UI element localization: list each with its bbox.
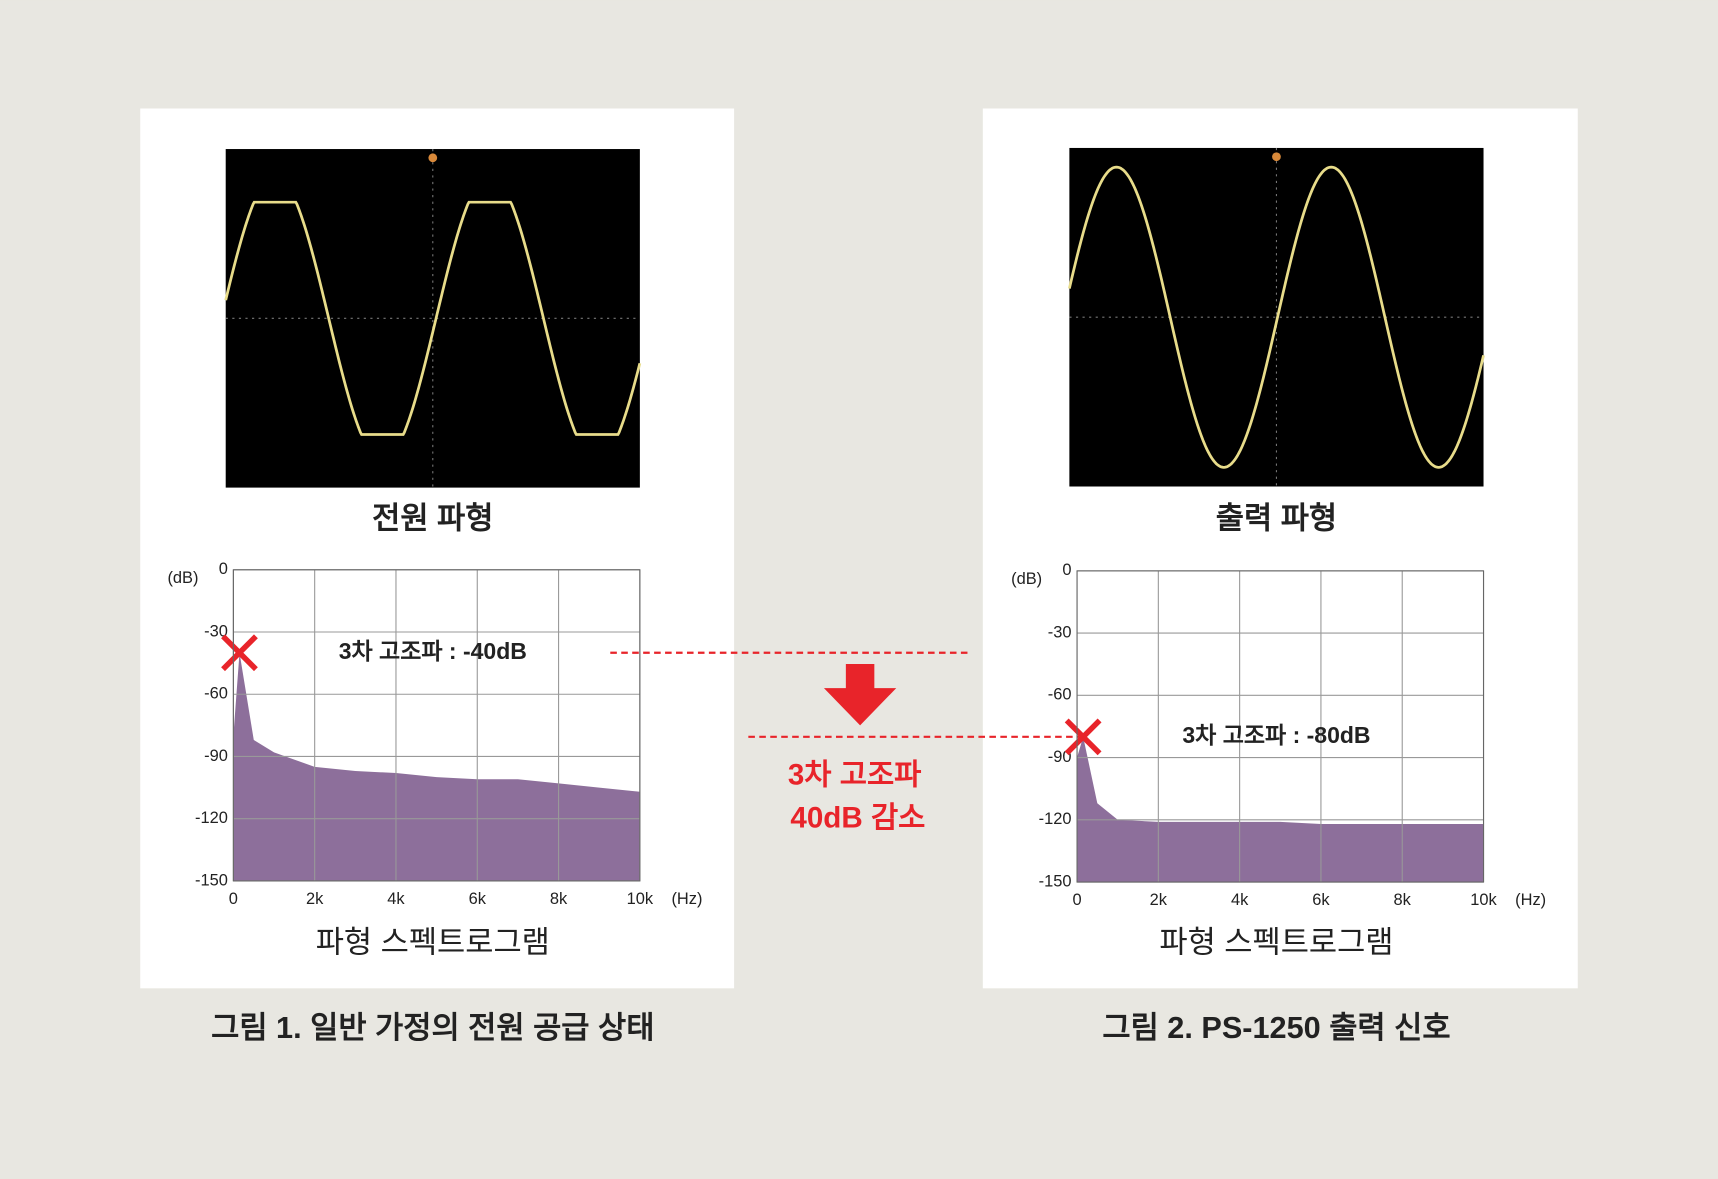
annotation: 3차 고조파 : -40dB xyxy=(339,638,527,664)
scope-screen xyxy=(225,149,640,488)
x-tick-label: 2k xyxy=(1150,891,1168,909)
x-tick-label: 0 xyxy=(1072,891,1081,909)
x-tick-label: 10k xyxy=(627,890,654,908)
y-tick-label: -90 xyxy=(204,747,228,765)
trigger-marker xyxy=(428,153,438,163)
y-tick-label: 0 xyxy=(219,560,228,578)
y-tick-label: -30 xyxy=(204,622,228,640)
y-axis-label: (dB) xyxy=(1011,570,1042,588)
x-tick-label: 10k xyxy=(1470,891,1497,909)
caption: 그림 2. PS-1250 출력 신호 xyxy=(1102,1011,1450,1045)
x-axis-label: (Hz) xyxy=(1515,891,1546,909)
caption: 그림 1. 일반 가정의 전원 공급 상태 xyxy=(211,1011,654,1045)
y-tick-label: -120 xyxy=(195,809,228,827)
waveform-title: 출력 파형 xyxy=(1216,502,1337,536)
spectrum-area xyxy=(233,652,640,881)
harmonic-marker xyxy=(1064,718,1102,756)
chart-title: 파형 스펙트로그램 xyxy=(316,926,550,960)
down-arrow xyxy=(823,664,897,726)
y-tick-label: -150 xyxy=(1039,872,1072,890)
harmonic-marker xyxy=(221,634,258,672)
x-tick-label: 8k xyxy=(550,890,568,908)
y-tick-label: -60 xyxy=(204,685,228,703)
spectrum-area xyxy=(1077,736,1484,883)
waveform xyxy=(1068,165,1485,469)
y-tick-label: -30 xyxy=(1048,623,1072,641)
y-tick-label: -150 xyxy=(195,871,228,889)
x-tick-label: 4k xyxy=(387,890,405,908)
y-tick-label: -120 xyxy=(1039,810,1072,828)
x-tick-label: 8k xyxy=(1394,891,1412,909)
x-axis-label: (Hz) xyxy=(671,890,702,908)
y-tick-label: 0 xyxy=(1062,561,1071,579)
reduction-note: 3차 고조파 xyxy=(788,759,922,792)
x-tick-label: 2k xyxy=(306,890,324,908)
x-tick-label: 4k xyxy=(1231,891,1249,909)
chart-title: 파형 스펙트로그램 xyxy=(1159,926,1393,960)
x-tick-label: 6k xyxy=(1312,891,1330,909)
y-tick-label: -60 xyxy=(1048,686,1072,704)
reduction-note: 40dB 감소 xyxy=(790,801,925,834)
y-tick-label: -90 xyxy=(1048,748,1072,766)
x-tick-label: 6k xyxy=(469,890,487,908)
x-tick-label: 0 xyxy=(229,890,238,908)
annotation: 3차 고조파 : -80dB xyxy=(1182,722,1370,748)
plot-frame xyxy=(232,569,641,882)
waveform-title: 전원 파형 xyxy=(372,502,493,536)
trigger-marker xyxy=(1272,152,1281,162)
plot-frame xyxy=(1076,570,1485,883)
waveform xyxy=(224,200,642,436)
y-axis-label: (dB) xyxy=(167,569,198,587)
